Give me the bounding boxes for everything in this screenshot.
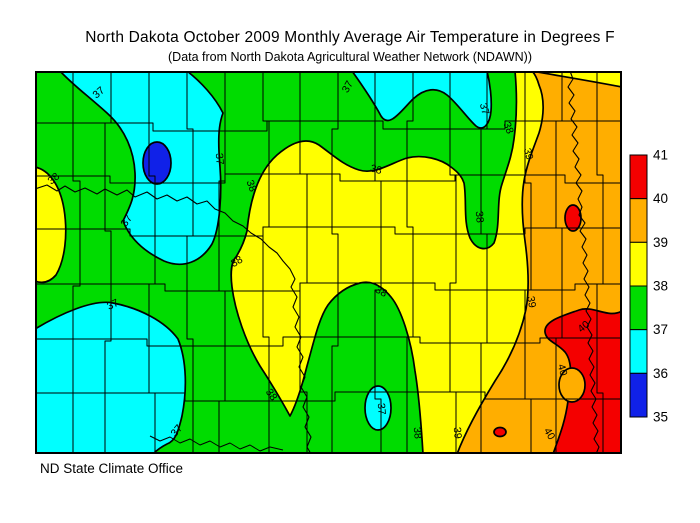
colorbar-tick: 37 bbox=[653, 322, 668, 337]
colorbar-tick: 38 bbox=[653, 279, 668, 294]
region-40-41-south-dot bbox=[493, 426, 507, 438]
contour-label: 39 bbox=[521, 147, 536, 162]
contour-label: 37 bbox=[477, 102, 492, 117]
colorbar-tick: 39 bbox=[653, 235, 668, 250]
region-36-37-southwest bbox=[35, 301, 187, 454]
colorbar-tick: 40 bbox=[653, 191, 668, 206]
colorbar-segment-39-40 bbox=[629, 198, 648, 243]
region-36-37-south-oval bbox=[364, 385, 392, 431]
contour-label: 40 bbox=[541, 426, 557, 442]
state-border bbox=[35, 71, 622, 454]
region-36-37-north-central bbox=[351, 71, 493, 129]
page-title: North Dakota October 2009 Monthly Averag… bbox=[85, 29, 615, 46]
red-river-line bbox=[567, 71, 600, 454]
contour-label: 38 bbox=[369, 162, 384, 177]
temperature-regions bbox=[35, 71, 622, 454]
contour-label: 37 bbox=[213, 153, 226, 166]
contour-label: 40 bbox=[555, 363, 570, 378]
colorbar-tick: 36 bbox=[653, 366, 668, 381]
contour-label: 39 bbox=[451, 427, 464, 440]
footer-credit: ND State Climate Office bbox=[40, 461, 184, 476]
colorbar-segments bbox=[629, 154, 648, 418]
contour-label: 37 bbox=[105, 297, 121, 313]
colorbar-segment-35-36 bbox=[629, 372, 648, 418]
contour-label: 37 bbox=[340, 79, 356, 95]
region-39-40-hole bbox=[558, 367, 586, 403]
colorbar-segment-37-38 bbox=[629, 285, 648, 331]
colorbar-segment-36-37 bbox=[629, 329, 648, 374]
contour-label: 38 bbox=[501, 120, 516, 135]
colorbar-segment-38-39 bbox=[629, 241, 648, 287]
region-35-36-oval bbox=[142, 141, 172, 185]
missouri-river-line bbox=[35, 184, 312, 454]
colorbar-tick: 35 bbox=[653, 410, 668, 425]
contour-label: 39 bbox=[524, 295, 538, 309]
rivers bbox=[35, 71, 600, 454]
contour-label: 38 bbox=[229, 254, 245, 270]
contour-label: 38 bbox=[373, 284, 389, 300]
colorbar-legend: 41 40 39 38 37 36 35 bbox=[629, 150, 668, 425]
page-subtitle: (Data from North Dakota Agricultural Wea… bbox=[168, 50, 532, 64]
contour-label: 38 bbox=[473, 211, 486, 224]
contour-label: 37 bbox=[375, 403, 388, 416]
contour-label: 38 bbox=[411, 427, 424, 440]
contour-label: 38 bbox=[244, 178, 259, 193]
region-38-39-west bbox=[35, 166, 67, 284]
colorbar-ticks: 41 40 39 38 37 36 35 bbox=[653, 150, 668, 425]
colorbar-segment-40-41 bbox=[629, 154, 648, 200]
region-40-41-east-oval bbox=[564, 204, 582, 232]
region-36-37-northwest bbox=[59, 71, 224, 266]
county-boundaries bbox=[35, 71, 622, 454]
colorbar-tick: 41 bbox=[653, 150, 668, 163]
